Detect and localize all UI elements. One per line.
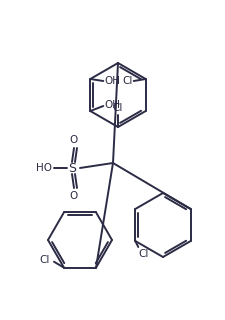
- Text: Cl: Cl: [138, 249, 148, 259]
- Text: O: O: [70, 191, 78, 201]
- Text: S: S: [68, 162, 76, 174]
- Text: OH: OH: [104, 100, 120, 110]
- Text: Cl: Cl: [39, 255, 50, 265]
- Text: O: O: [70, 135, 78, 145]
- Text: HO: HO: [36, 163, 52, 173]
- Text: OH: OH: [104, 76, 120, 86]
- Text: Cl: Cl: [112, 103, 123, 113]
- Text: Cl: Cl: [122, 76, 132, 86]
